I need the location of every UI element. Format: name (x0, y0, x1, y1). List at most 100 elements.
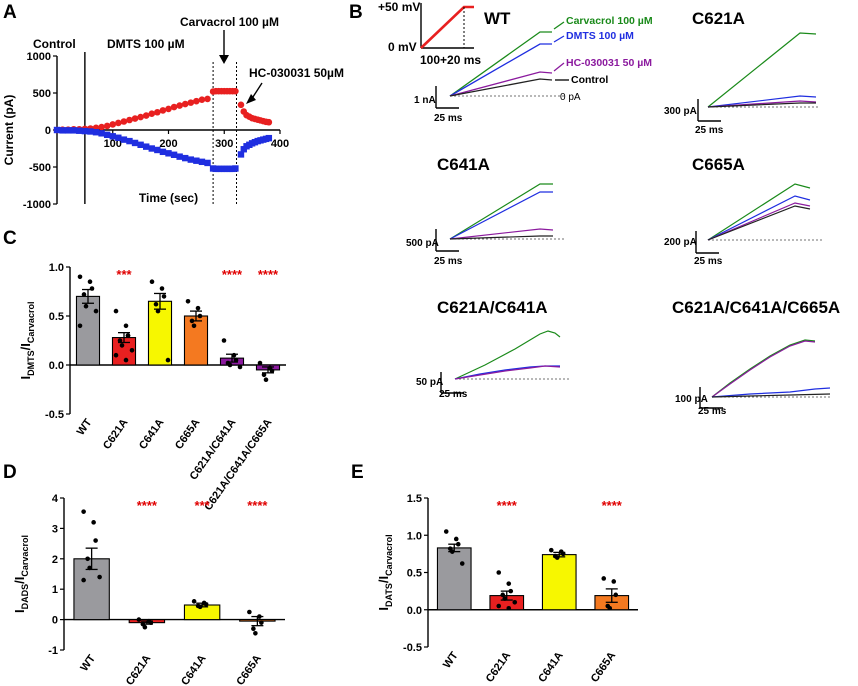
protocol-top-label: +50 mV (378, 0, 420, 14)
c-datapoint (77, 323, 83, 329)
a-point-inward (143, 143, 150, 150)
d-ytick-label: 1 (52, 584, 58, 596)
a-point-outward (181, 100, 189, 108)
a-point-inward (237, 151, 245, 158)
a-point-inward (98, 130, 105, 137)
a-point-inward (87, 128, 94, 135)
c665a-time: 25 ms (694, 256, 723, 267)
c665a-control-trace (707, 205, 811, 241)
c621a-c641a-time: 25 ms (439, 389, 468, 400)
a-point-inward (170, 151, 178, 158)
e-datapoint (449, 549, 455, 554)
wt-hc-trace (449, 71, 553, 97)
panel-b-letter: B (349, 2, 363, 23)
a-xtick-label: 400 (271, 138, 289, 150)
c-datapoint (197, 313, 203, 319)
e-bar (436, 547, 472, 611)
c621a-scale: 300 pA (664, 106, 697, 117)
a-point-inward (137, 141, 144, 148)
c-datapoint (191, 323, 197, 329)
c621a-c641a-carvacrol-trace (454, 330, 561, 380)
a-point-inward (120, 136, 128, 143)
c-category-label: WT (75, 417, 95, 438)
panel-a: A Control DMTS 100 µM Carvacrol 100 µM H… (2, 2, 344, 211)
hc-label: HC-030031 50µM (249, 66, 344, 80)
d-significance: **** (137, 498, 158, 513)
c641a-carvacrol-trace (449, 183, 553, 240)
d-datapoint (136, 617, 142, 622)
d-ytick-label: -1 (48, 645, 58, 657)
d-datapoint (253, 630, 258, 636)
c641a-hc-trace (449, 228, 554, 240)
c-datapoint (129, 348, 135, 353)
e-datapoint (611, 579, 617, 584)
panel-d-plot: -1 0 1 2 3 4 IDADS/ICarvacrol WT **** C621A *** C64… (12, 493, 285, 686)
a-point-inward (187, 156, 194, 163)
d-datapoint (93, 538, 98, 543)
trace-c621a: C621A 300 pA 25 ms (664, 9, 818, 136)
c-datapoint (125, 333, 131, 338)
d-category-label: C621A (124, 653, 154, 686)
c-datapoint (119, 343, 125, 348)
a-point-outward (115, 119, 122, 127)
a-point-inward (81, 127, 89, 135)
a-ytick-label: 1000 (27, 51, 51, 63)
a-point-outward (137, 113, 144, 121)
c-datapoint (231, 352, 237, 358)
trace-title-wt: WT (484, 9, 511, 28)
c-datapoint (261, 372, 267, 378)
d-datapoint (87, 565, 92, 571)
e-datapoint (496, 603, 502, 609)
d-ytick-label: 2 (52, 554, 58, 566)
d-significance: **** (247, 498, 268, 513)
e-datapoint (500, 592, 506, 598)
c621a-hc-trace (707, 100, 817, 108)
a-point-inward (76, 127, 83, 134)
a-point-inward (232, 165, 239, 172)
e-ytick-label: -0.5 (403, 642, 422, 654)
legend-dmts: DMTS 100 µM (566, 30, 634, 42)
e-datapoint (506, 581, 512, 586)
c-category-label: C665A (173, 417, 203, 452)
e-significance: **** (602, 498, 623, 513)
c641a-control-trace (449, 235, 553, 240)
d-ytick-label: 0 (52, 615, 58, 627)
a-point-outward (154, 108, 161, 116)
a-point-inward (115, 134, 122, 141)
e-datapoint (453, 536, 459, 542)
a-point-inward (193, 157, 200, 164)
triple-dmts-trace (711, 387, 831, 398)
c-datapoint (189, 318, 195, 324)
triple-hc-trace (711, 340, 816, 398)
a-point-inward (204, 159, 211, 167)
panel-a-plot: 1000 500 0 -500 -1000 100 200 300 400 Time (sec) C… (2, 51, 289, 211)
d-significance: *** (195, 498, 211, 513)
legend-control: Control (571, 74, 608, 86)
triple-scale: 100 pA (675, 394, 708, 405)
panel-e: E -0.5 0.0 0.5 1.0 1.5 IDATS/ICarvacrol WT ****… (351, 462, 638, 685)
d-datapoint (85, 556, 90, 562)
d-datapoint (148, 620, 154, 625)
e-significance: **** (497, 498, 518, 513)
a-point-inward (154, 146, 161, 154)
e-datapoint (560, 551, 566, 557)
c665a-scale: 200 pA (664, 237, 697, 248)
a-point-inward (126, 137, 133, 145)
d-datapoint (81, 577, 86, 583)
c621a-time: 25 ms (695, 125, 724, 136)
c-datapoint (149, 279, 155, 285)
a-point-inward (148, 145, 155, 152)
a-point-inward (265, 134, 273, 142)
a-xlabel: Time (sec) (139, 191, 198, 205)
d-datapoint (97, 574, 102, 580)
hc-arrowhead (246, 94, 256, 104)
a-point-outward (193, 97, 200, 105)
a-xtick-label: 300 (215, 138, 233, 150)
trace-title-c621a-c641a-c665a: C621A/C641A/C665A (672, 298, 840, 317)
a-point-inward (64, 127, 72, 134)
legend-carvacrol: Carvacrol 100 µM (566, 15, 653, 27)
legend-hc: HC-030031 50 µM (566, 57, 652, 69)
a-point-inward (165, 150, 172, 157)
voltage-protocol: +50 mV 0 mV 100+20 ms (378, 0, 481, 67)
